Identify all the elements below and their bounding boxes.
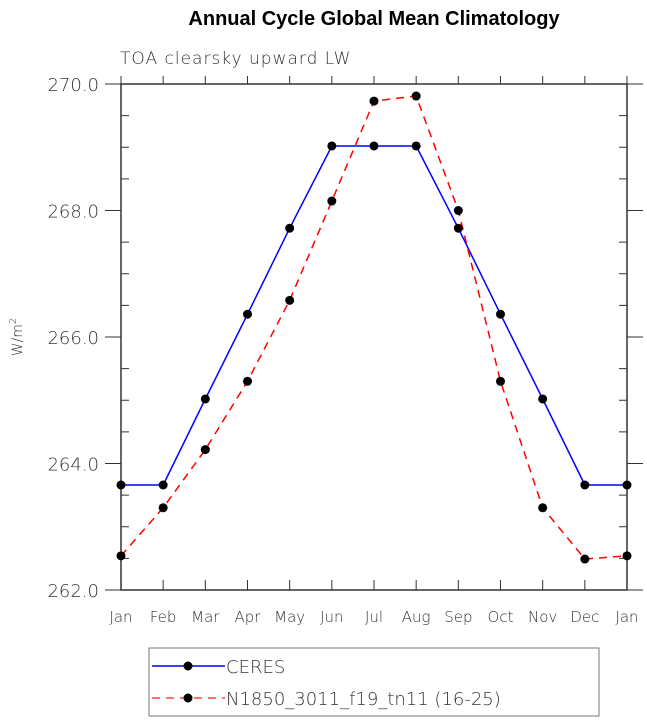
data-point-0: [285, 223, 295, 233]
data-point-0: [622, 480, 632, 490]
legend-box: [148, 647, 600, 717]
chart-title: Annual Cycle Global Mean Climatology: [188, 8, 560, 30]
x-tick-label: Apr: [235, 608, 262, 626]
series-line-1: [120, 95, 628, 560]
legend-marker-model: [183, 693, 193, 703]
data-point-0: [200, 394, 210, 404]
data-point-1: [327, 196, 337, 206]
data-point-1: [116, 551, 126, 561]
data-point-0: [116, 480, 126, 490]
y-tick-label: 264.0: [47, 455, 99, 476]
data-point-1: [369, 96, 379, 106]
y-tick-label: 270.0: [47, 75, 99, 96]
plot-frame: [120, 83, 628, 591]
legend-label-ceres: CERES: [226, 657, 285, 678]
y-tick-label: 266.0: [47, 328, 99, 349]
data-point-0: [243, 309, 252, 319]
data-point-0: [538, 394, 548, 404]
data-point-1: [580, 554, 590, 564]
y-tick-label: 268.0: [47, 202, 99, 223]
data-point-1: [496, 376, 505, 386]
x-tick-label: Feb: [150, 608, 177, 626]
x-tick-label: Aug: [402, 608, 431, 626]
legend-label-model: N1850_3011_f19_tn11 (16-25): [226, 689, 501, 710]
x-tick-label: Mar: [191, 608, 220, 626]
data-point-1: [200, 445, 210, 455]
data-point-1: [538, 503, 548, 513]
data-point-0: [369, 141, 379, 151]
x-tick-label: Jan: [109, 608, 132, 626]
x-tick-label: Nov: [528, 608, 557, 626]
data-point-1: [411, 91, 421, 101]
data-point-1: [285, 295, 295, 305]
legend-marker-ceres: [183, 661, 193, 671]
x-tick-label: Dec: [570, 608, 599, 626]
data-point-0: [327, 141, 337, 151]
data-point-1: [622, 551, 632, 561]
x-tick-label: Jun: [320, 608, 343, 626]
series-line-0: [121, 145, 627, 486]
data-point-0: [496, 309, 505, 319]
data-point-0: [158, 480, 168, 490]
legend: CERES N1850_3011_f19_tn11 (16-25): [148, 647, 600, 717]
y-tick-label: 262.0: [47, 581, 99, 602]
data-point-0: [453, 223, 463, 233]
data-point-1: [453, 206, 463, 215]
x-tick-label: Jul: [365, 608, 383, 626]
data-point-1: [158, 503, 168, 513]
data-point-1: [243, 376, 252, 386]
data-point-0: [580, 480, 590, 490]
x-tick-label: Sep: [444, 608, 472, 626]
svg-text:W/m2: W/m2: [8, 318, 26, 357]
x-tick-label: Jan: [615, 608, 638, 626]
x-tick-label: May: [274, 608, 305, 626]
chart-subtitle: TOA clearsky upward LW: [120, 49, 352, 69]
y-axis-label: W/m2: [8, 318, 26, 357]
x-tick-label: Oct: [488, 608, 514, 626]
data-point-0: [411, 141, 421, 151]
